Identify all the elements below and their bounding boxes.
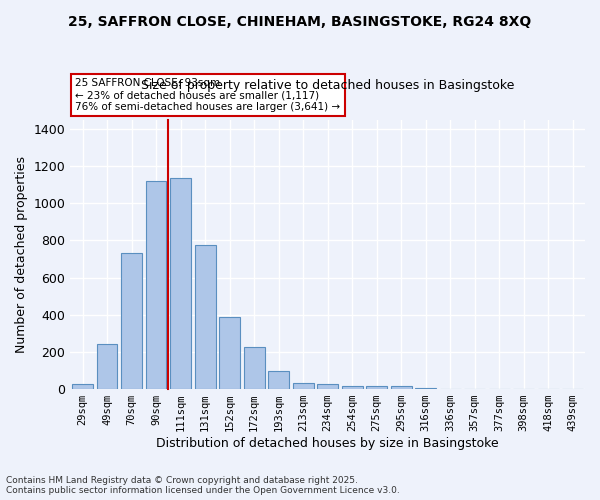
Text: 25, SAFFRON CLOSE, CHINEHAM, BASINGSTOKE, RG24 8XQ: 25, SAFFRON CLOSE, CHINEHAM, BASINGSTOKE… [68, 15, 532, 29]
Bar [72, 384, 93, 389]
Bar [219, 316, 240, 389]
Bar [391, 386, 412, 389]
X-axis label: Distribution of detached houses by size in Basingstoke: Distribution of detached houses by size … [157, 437, 499, 450]
Bar [268, 372, 289, 389]
Bar [97, 344, 118, 389]
Bar [293, 383, 314, 389]
Text: 25 SAFFRON CLOSE: 93sqm
← 23% of detached houses are smaller (1,117)
76% of semi: 25 SAFFRON CLOSE: 93sqm ← 23% of detache… [76, 78, 341, 112]
Bar [244, 348, 265, 389]
Title: Size of property relative to detached houses in Basingstoke: Size of property relative to detached ho… [141, 79, 514, 92]
Bar [170, 178, 191, 389]
Bar [194, 245, 215, 389]
Bar [342, 386, 362, 389]
Bar [317, 384, 338, 389]
Bar [366, 386, 387, 389]
Text: Contains HM Land Registry data © Crown copyright and database right 2025.
Contai: Contains HM Land Registry data © Crown c… [6, 476, 400, 495]
Bar [121, 254, 142, 389]
Bar [146, 181, 166, 389]
Bar [415, 388, 436, 389]
Y-axis label: Number of detached properties: Number of detached properties [15, 156, 28, 353]
